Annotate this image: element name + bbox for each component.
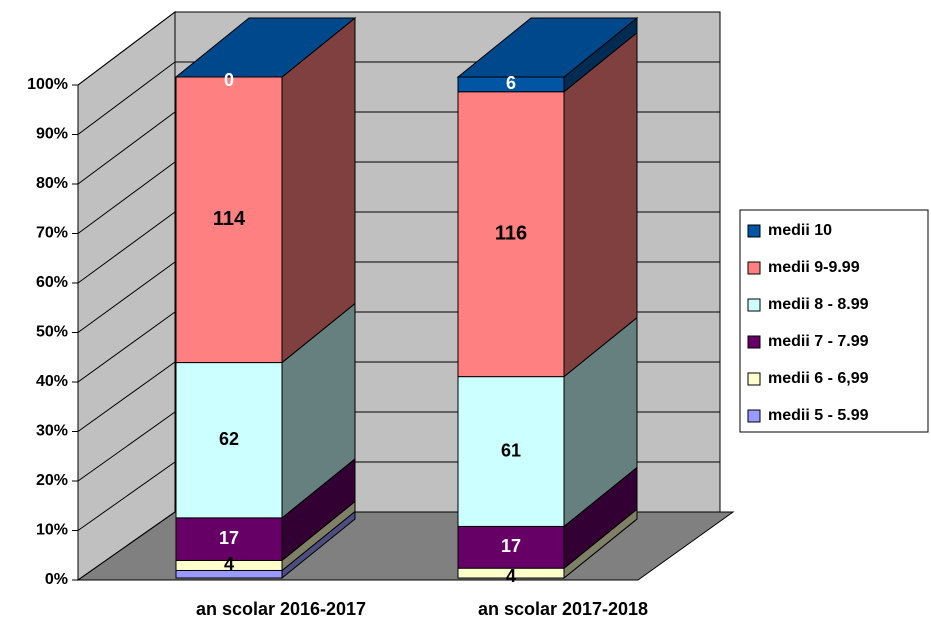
legend-label: medii 8 - 8.99 [768, 296, 869, 313]
data-label: 4 [506, 566, 516, 586]
legend-swatch [747, 335, 761, 349]
legend-swatch [747, 261, 761, 275]
y-tick-label: 40% [36, 373, 68, 390]
x-tick-label: an scolar 2017-2018 [478, 599, 648, 619]
bar-top [174, 17, 357, 78]
bar-side [563, 31, 638, 378]
bar-segment [175, 517, 283, 561]
y-tick-label: 50% [36, 324, 68, 341]
y-tick-label: 100% [27, 76, 68, 93]
data-label: 62 [219, 429, 239, 449]
data-label: 6 [506, 73, 516, 93]
data-label: 116 [495, 222, 527, 244]
bar-top [456, 17, 639, 78]
y-tick-label: 10% [36, 522, 68, 539]
grid-line [77, 11, 720, 86]
legend-label: medii 10 [768, 222, 832, 239]
y-tick-label: 30% [36, 423, 68, 440]
data-label: 61 [501, 440, 521, 460]
legend-label: medii 6 - 6,99 [768, 370, 869, 387]
y-tick-label: 60% [36, 274, 68, 291]
legend-label: medii 9-9.99 [768, 259, 860, 276]
bar-side [281, 16, 356, 364]
bar-segment [457, 525, 565, 569]
bar-segment [175, 76, 283, 364]
bar-segment [457, 91, 565, 378]
y-tick-label: 70% [36, 225, 68, 242]
bar-segment [175, 362, 283, 519]
data-label: 17 [501, 536, 521, 556]
y-tick-label: 20% [36, 472, 68, 489]
legend-label: medii 5 - 5.99 [768, 407, 869, 424]
legend-swatch [747, 409, 761, 423]
data-label: 0 [224, 70, 234, 90]
legend [739, 209, 929, 433]
side-wall [77, 10, 176, 581]
data-label: 114 [213, 208, 246, 230]
y-tick-label: 80% [36, 175, 68, 192]
y-tick-label: 90% [36, 126, 68, 143]
bar-segment [457, 376, 565, 527]
data-label: 4 [224, 554, 234, 574]
legend-swatch [747, 224, 761, 238]
legend-swatch [747, 298, 761, 312]
x-tick-label: an scolar 2016-2017 [196, 599, 366, 619]
legend-swatch [747, 372, 761, 386]
legend-label: medii 7 - 7.99 [768, 333, 869, 350]
data-label: 17 [219, 528, 239, 548]
y-tick-label: 0% [45, 571, 68, 588]
